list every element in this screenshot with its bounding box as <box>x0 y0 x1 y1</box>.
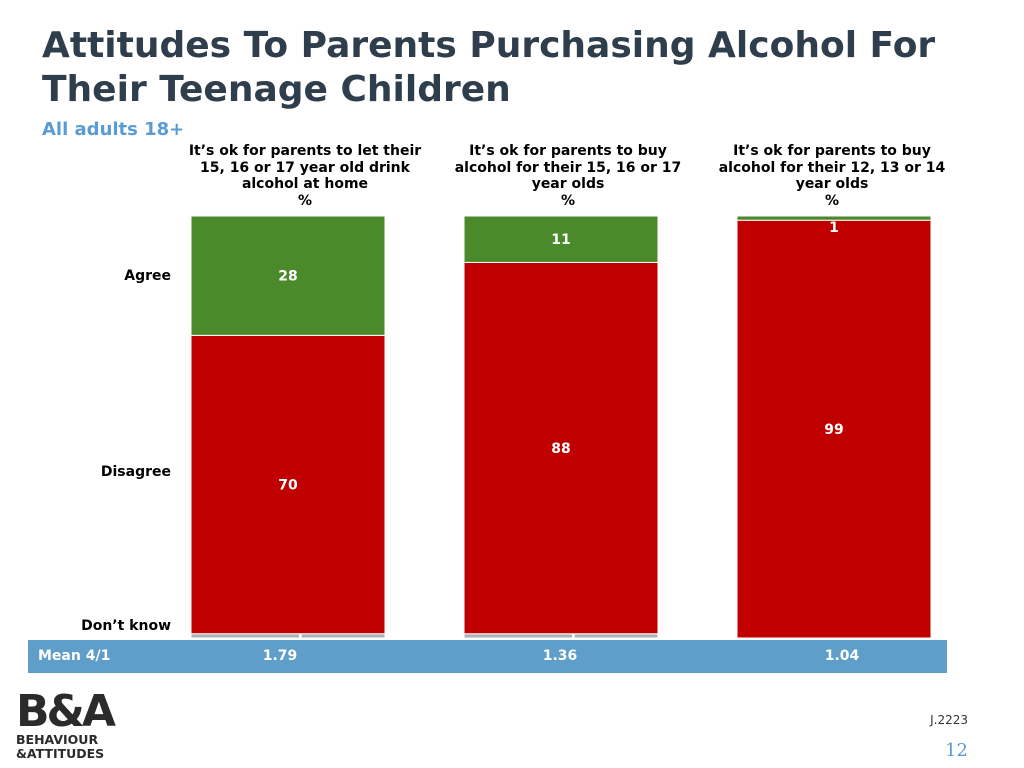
mean-value-1: 1.79 <box>262 648 298 664</box>
behaviour-attitudes-logo: B&A BEHAVIOUR &ATTITUDES <box>16 686 119 761</box>
mean-label: Mean 4/1 <box>38 648 111 664</box>
column-header-3-label: It’s ok for parents to buy alcohol for t… <box>718 143 946 192</box>
page-title: Attitudes To Parents Purchasing Alcohol … <box>42 25 936 110</box>
row-label-agree: Agree <box>124 268 171 284</box>
bar-segment-dont-know-2 <box>463 633 659 639</box>
data-label-agree-1: 28 <box>278 269 297 285</box>
row-label-dont-know: Don’t know <box>81 618 171 634</box>
mean-bar <box>28 640 947 673</box>
data-label-agree-3: 1 <box>829 220 839 236</box>
bar-segment-dont-know-1 <box>190 633 386 639</box>
column-header-3-unit: % <box>824 192 840 209</box>
page-number: 12 <box>945 740 968 761</box>
column-header-2: It’s ok for parents to buy alcohol for t… <box>443 143 693 209</box>
mean-value-3: 1.04 <box>824 648 860 664</box>
bar-segment-disagree-2 <box>463 261 659 635</box>
job-code: J.2223 <box>930 713 968 727</box>
column-header-3: It’s ok for parents to buy alcohol for t… <box>707 143 957 209</box>
page-subtitle: All adults 18+ <box>42 119 185 140</box>
logo-line-attitudes: &ATTITUDES <box>16 746 104 761</box>
column-header-2-unit: % <box>560 192 576 209</box>
column-header-1-label: It’s ok for parents to let their 15, 16 … <box>188 143 422 192</box>
data-label-disagree-2: 88 <box>551 441 570 457</box>
bar-segment-agree-1 <box>190 215 386 336</box>
mean-value-2: 1.36 <box>542 648 578 664</box>
data-label-agree-2: 11 <box>551 232 570 248</box>
column-header-2-label: It’s ok for parents to buy alcohol for t… <box>454 143 682 192</box>
logo-monogram: B&A <box>16 686 116 737</box>
column-header-1-unit: % <box>297 192 313 209</box>
data-label-dont-know-1: 1 <box>295 628 305 644</box>
bar-segment-disagree-1 <box>190 334 386 635</box>
column-header-1: It’s ok for parents to let their 15, 16 … <box>180 143 430 209</box>
row-label-disagree: Disagree <box>100 464 171 480</box>
bar-segment-agree-2 <box>463 215 659 263</box>
data-label-disagree-1: 70 <box>278 478 298 494</box>
bar-segment-disagree-3 <box>736 219 932 639</box>
logo-line-behaviour: BEHAVIOUR <box>16 732 98 747</box>
data-label-dont-know-2: 1 <box>568 628 578 644</box>
data-label-disagree-3: 99 <box>824 422 843 438</box>
bar-segment-agree-3 <box>736 215 932 221</box>
